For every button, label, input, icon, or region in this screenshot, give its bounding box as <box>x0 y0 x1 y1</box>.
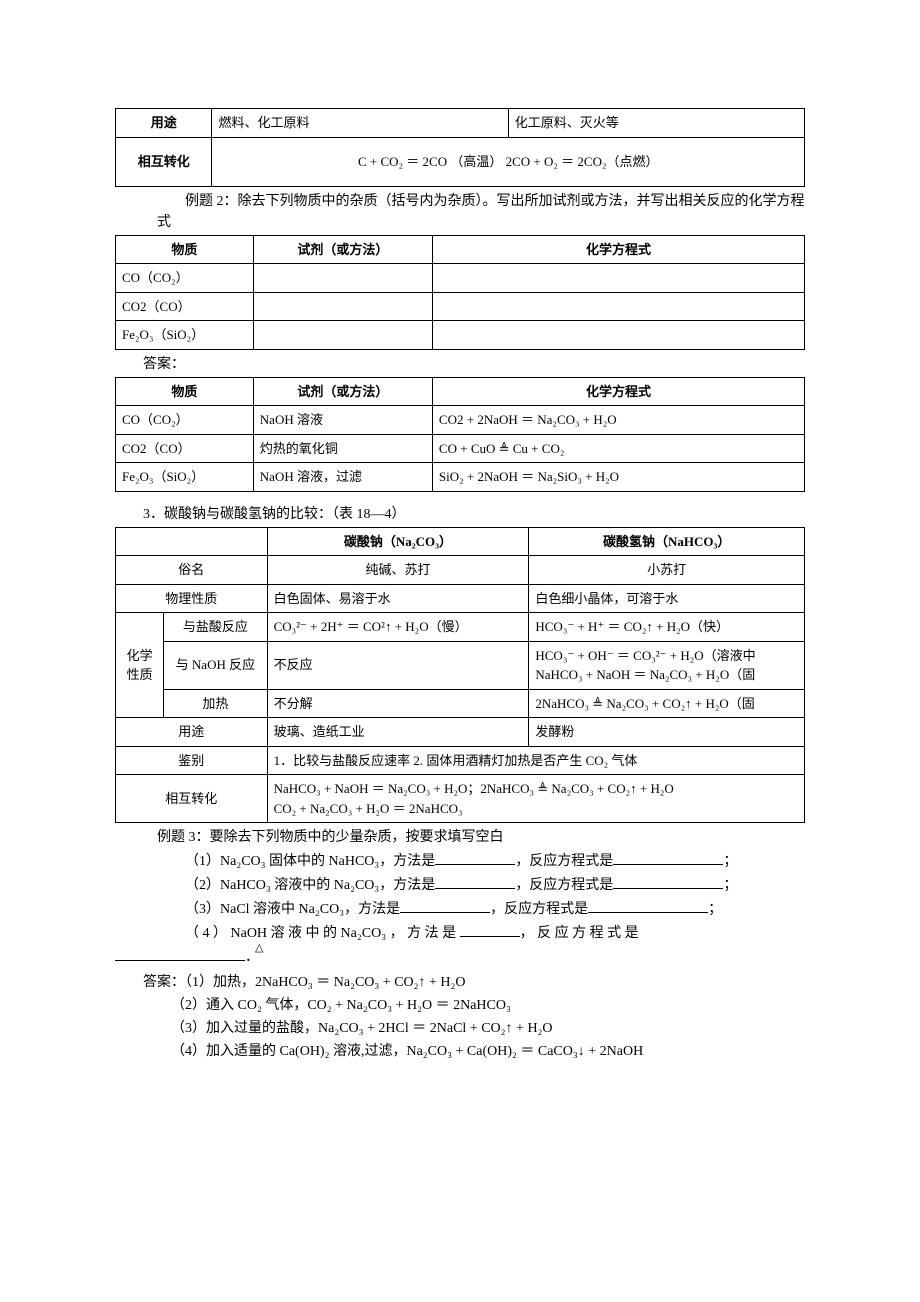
q-th-1: 物质 <box>116 235 254 264</box>
section3-title: 3．碳酸钠与碳酸氢钠的比较：（表 18—4） <box>115 504 805 525</box>
ex3-ans4: （4）加入适量的 Ca(OH)₂ 溶液,过滤，Na₂CO₃ + Ca(OH)₂ … <box>115 1041 805 1062</box>
ex3-q2: （2）NaHCO₃ 溶液中的 Na₂CO₃，方法是，反应方程式是； <box>115 874 805 896</box>
co2-uses: 化工原料、灭火等 <box>508 109 804 138</box>
example3-intro: 例题 3：要除去下列物质中的少量杂质，按要求填写空白 <box>115 827 805 848</box>
example2-answer-table: 物质 试剂（或方法） 化学方程式 CO（CO₂）NaOH 溶液CO2 + 2Na… <box>115 377 805 492</box>
table-row: Fe₂O₃（SiO₂）NaOH 溶液，过滤SiO₂ + 2NaOH ＝ Na₂S… <box>116 463 805 492</box>
table-row: CO（CO₂）NaOH 溶液CO2 + 2NaOH ＝ Na₂CO₃ + H₂O <box>116 406 805 435</box>
example2-question-table: 物质 试剂（或方法） 化学方程式 CO（CO₂） CO2（CO） Fe₂O₃（S… <box>115 235 805 350</box>
t3-h1: 碳酸钠（Na₂CO₃） <box>267 527 529 556</box>
a-th-3: 化学方程式 <box>432 377 804 406</box>
a-th-2: 试剂（或方法） <box>253 377 432 406</box>
ex3-ans2: （2）通入 CO₂ 气体，CO₂ + Na₂CO₃ + H₂O ＝ 2NaHCO… <box>115 995 805 1016</box>
ex3-q3: （3）NaCl 溶液中 Na₂CO₃，方法是，反应方程式是； <box>115 898 805 920</box>
ex3-q1: （1）Na₂CO₃ 固体中的 NaHCO₃，方法是，反应方程式是； <box>115 850 805 872</box>
table-row: CO（CO₂） <box>116 264 805 293</box>
example2-intro: 例题 2：除去下列物质中的杂质（括号内为杂质）。写出所加试剂或方法，并写出相关反… <box>115 191 805 233</box>
answer-label: 答案： <box>115 354 805 375</box>
t3-h2: 碳酸氢钠（NaHCO₃） <box>529 527 805 556</box>
chem-props-label: 化学性质 <box>116 613 164 718</box>
na2co3-nahco3-table: 碳酸钠（Na₂CO₃） 碳酸氢钠（NaHCO₃） 俗名 纯碱、苏打 小苏打 物理… <box>115 527 805 824</box>
q-th-2: 试剂（或方法） <box>253 235 432 264</box>
ex3-q4-cont: ． <box>115 946 805 968</box>
interconvert-label: 相互转化 <box>116 137 212 186</box>
interconvert-eq: C + CO₂ ＝ 2CO （高温） 2CO + O₂ ＝ 2CO₂（点燃） <box>212 137 805 186</box>
triangle-icon: △ <box>255 940 263 957</box>
ex3-q4: （ 4 ） NaOH 溶 液 中 的 Na₂CO₃ ， 方 法 是 ， 反 应 … <box>115 922 805 944</box>
ex3-answers: 答案：（1）加热，2NaHCO₃ ＝ Na₂CO₃ + CO₂↑ + H₂O <box>115 972 805 993</box>
a-th-1: 物质 <box>116 377 254 406</box>
ex3-ans3: （3）加入过量的盐酸，Na₂CO₃ + 2HCl ＝ 2NaCl + CO₂↑ … <box>115 1018 805 1039</box>
co-co2-table-fragment: 用途 燃料、化工原料 化工原料、灭火等 相互转化 C + CO₂ ＝ 2CO （… <box>115 108 805 187</box>
q-th-3: 化学方程式 <box>432 235 804 264</box>
co-uses: 燃料、化工原料 <box>212 109 508 138</box>
table-row: CO2（CO） <box>116 292 805 321</box>
table-row: CO2（CO）灼热的氧化铜CO + CuO ≜ Cu + CO₂ <box>116 434 805 463</box>
table-row: Fe₂O₃（SiO₂） <box>116 321 805 350</box>
uses-label: 用途 <box>116 109 212 138</box>
